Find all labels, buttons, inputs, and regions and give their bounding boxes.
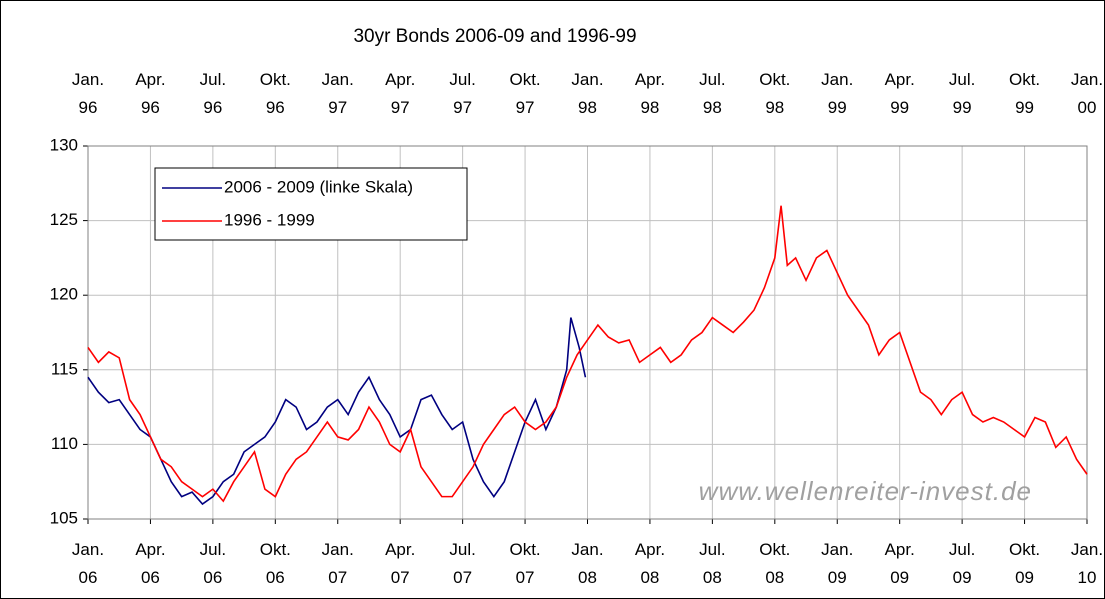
legend-label: 1996 - 1999: [224, 210, 315, 229]
y-tick-label: 125: [50, 210, 78, 229]
x-tick-label: Okt. 08: [759, 540, 791, 587]
x-tick-label: Jul. 06: [199, 540, 227, 587]
y-tick-label: 130: [50, 135, 78, 154]
y-tick-label: 120: [50, 285, 78, 304]
x2-tick-label: Okt. 99: [1008, 70, 1041, 117]
x2-tick-label: Apr. 97: [385, 70, 416, 117]
x2-tick-label: Apr. 99: [884, 70, 915, 117]
x-tick-label: Jan. 06: [71, 540, 105, 587]
x2-tick-label: Jan. 98: [571, 70, 604, 117]
x-tick-label: Jan. 10: [1070, 540, 1104, 587]
x-tick-label: Okt. 09: [1008, 540, 1041, 587]
x2-tick-label: Okt. 96: [259, 70, 291, 117]
legend-label: 2006 - 2009 (linke Skala): [224, 177, 413, 196]
x-tick-label: Jul. 09: [948, 540, 976, 587]
y-tick-label: 115: [51, 359, 78, 378]
watermark: www.wellenreiter-invest.de: [699, 476, 1032, 506]
x-tick-label: Apr. 08: [634, 540, 666, 587]
x2-tick-label: Jul. 96: [199, 70, 227, 117]
x2-tick-label: Jan. 00: [1070, 70, 1104, 117]
x-tick-label: Okt. 07: [509, 540, 541, 587]
chart-title: 30yr Bonds 2006-09 and 1996-99: [353, 26, 636, 47]
x-tick-label: Okt. 06: [259, 540, 291, 587]
x2-tick-label: Jul. 97: [449, 70, 476, 117]
x2-tick-label: Okt. 97: [509, 70, 541, 117]
legend-box: [154, 167, 468, 241]
x2-tick-label: Jul. 99: [948, 70, 976, 117]
x2-tick-label: Apr. 96: [135, 70, 166, 117]
x2-tick-label: Jan. 99: [821, 70, 854, 117]
x-tick-label: Apr. 07: [385, 540, 416, 587]
line-series: [87, 205, 1088, 503]
x-tick-label: Jan. 07: [321, 540, 354, 587]
x2-tick-label: Jan. 96: [71, 70, 105, 117]
x-tick-label: Apr. 09: [884, 540, 915, 587]
x2-tick-label: Jul. 98: [699, 70, 726, 117]
x2-tick-label: Jan. 97: [321, 70, 354, 117]
x-tick-label: Jul. 07: [449, 540, 476, 587]
y-tick-label: 105: [50, 508, 78, 527]
line-series: [87, 317, 587, 506]
x-tick-label: Jul. 08: [699, 540, 726, 587]
x-tick-label: Jan. 09: [821, 540, 854, 587]
plot-border: [87, 145, 1088, 520]
y-tick-label: 110: [51, 434, 78, 453]
x2-tick-label: Okt. 98: [759, 70, 791, 117]
x-tick-label: Apr. 06: [135, 540, 166, 587]
x-tick-label: Jan. 08: [571, 540, 604, 587]
x2-tick-label: Apr. 98: [634, 70, 666, 117]
